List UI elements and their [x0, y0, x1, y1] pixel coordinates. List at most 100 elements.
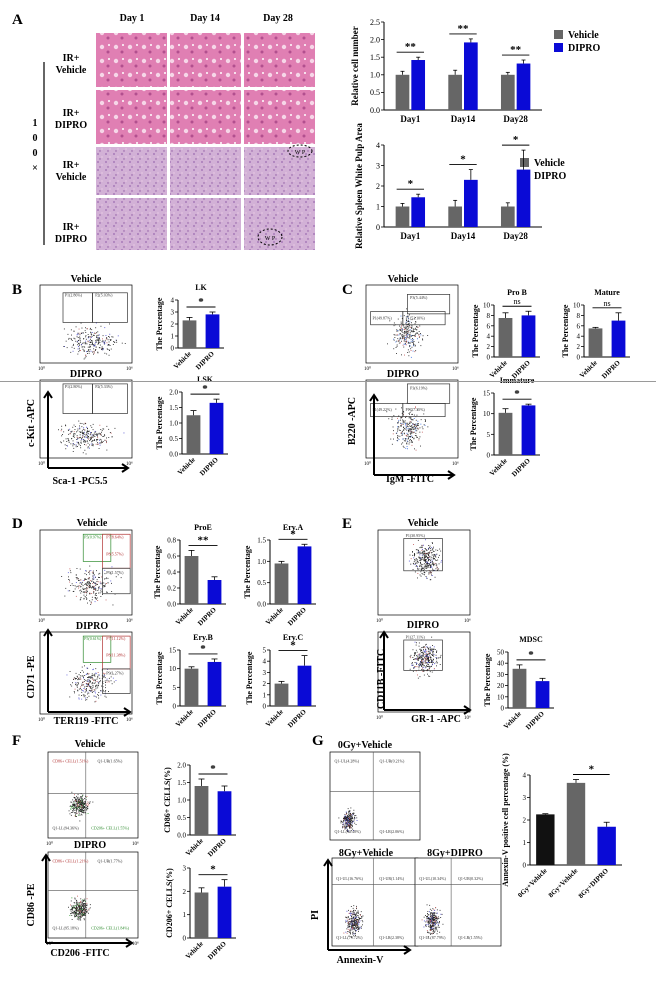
flow-axis-tick: 10⁶	[126, 461, 133, 467]
flow-event-dot	[108, 437, 110, 438]
flow-gate-label: Q1-UR(1.65%)	[98, 758, 123, 763]
flow-event-dot	[349, 817, 351, 819]
flow-event-dot	[408, 430, 410, 432]
flow-event-dot	[401, 328, 403, 330]
flow-event-dot	[88, 572, 90, 573]
flow-event-dot	[71, 907, 73, 909]
flow-event-dot	[406, 336, 408, 338]
flow-event-dot	[410, 558, 412, 560]
flow-event-dot	[417, 659, 419, 660]
flow-event-dot	[73, 679, 74, 680]
flow-event-dot	[414, 448, 415, 450]
flow-event-dot	[434, 931, 436, 933]
flow-event-dot	[114, 427, 116, 429]
flow-event-dot	[72, 445, 74, 447]
flow-event-dot	[411, 429, 413, 431]
flow-event-dot	[70, 808, 72, 810]
flow-event-dot	[414, 653, 416, 655]
flow-event-dot	[427, 556, 428, 558]
flow-event-dot	[76, 568, 78, 569]
row-label-1a: IR+	[63, 53, 80, 64]
x-tick-label: Vehicle	[264, 708, 285, 729]
bar	[512, 668, 527, 708]
flow-axis-tick: 10⁶	[132, 841, 139, 847]
flow-event-dot	[71, 905, 72, 907]
flow-event-dot	[419, 662, 421, 664]
flow-event-dot	[90, 336, 91, 338]
flow-event-dot	[353, 933, 355, 935]
flow-event-dot	[431, 928, 433, 930]
y-axis-label: The Percentage	[153, 545, 162, 598]
flow-event-dot	[397, 428, 398, 430]
flow-event-dot	[420, 565, 422, 567]
flow-event-dot	[342, 823, 344, 825]
flow-event-dot	[102, 594, 103, 595]
flow-event-dot	[352, 926, 354, 928]
x-tick-label: DIPRO	[194, 349, 216, 371]
flow-event-dot	[428, 917, 429, 918]
flow-event-dot	[355, 928, 357, 929]
flow-event-dot	[432, 650, 434, 652]
flow-event-dot	[437, 569, 438, 571]
x-tick-label: Vehicle	[502, 710, 523, 731]
flow-event-dot	[69, 671, 71, 672]
x-tick-label: DIPRO	[286, 605, 308, 627]
flow-event-dot	[84, 342, 86, 344]
flow-event-dot	[353, 923, 355, 925]
flow-event-dot	[399, 337, 401, 339]
flow-event-dot	[434, 663, 435, 665]
flow-event-dot	[94, 695, 96, 697]
flow-event-dot	[422, 573, 424, 575]
flow-event-dot	[419, 551, 421, 553]
flow-event-dot	[356, 925, 358, 927]
flow-event-dot	[96, 684, 98, 686]
flow-event-dot	[90, 676, 92, 678]
flow-event-dot	[98, 683, 100, 685]
flow-event-dot	[94, 350, 96, 351]
flow-event-dot	[103, 342, 105, 344]
flow-event-dot	[426, 655, 428, 656]
flow-title-f-bottom: DIPRO	[74, 840, 106, 851]
flow-event-dot	[411, 663, 413, 664]
bar	[611, 320, 626, 357]
flow-event-dot	[112, 677, 114, 679]
flow-event-dot	[349, 813, 351, 814]
flow-event-dot	[412, 328, 414, 330]
flow-event-dot	[406, 440, 408, 442]
flow-event-dot	[347, 919, 349, 921]
flow-event-dot	[400, 425, 402, 427]
flow-event-dot	[77, 802, 79, 804]
flow-event-dot	[77, 578, 79, 580]
y-tick-label: 0	[376, 223, 380, 232]
flow-event-dot	[81, 666, 83, 668]
flow-event-dot	[404, 331, 405, 332]
flow-event-dot	[80, 911, 81, 913]
x-tick-label: Day28	[503, 231, 528, 241]
flow-event-dot	[427, 913, 428, 915]
flow-event-dot	[429, 929, 431, 931]
flow-event-dot	[99, 582, 101, 584]
flow-event-dot	[73, 801, 75, 803]
flow-xlabel-c: IgM -FITC	[386, 474, 434, 485]
flow-event-dot	[345, 916, 347, 918]
flow-event-dot	[433, 564, 435, 566]
flow-event-dot	[432, 917, 433, 919]
flow-event-dot	[424, 665, 425, 667]
flow-event-dot	[434, 920, 436, 922]
flow-event-dot	[79, 343, 80, 345]
flow-event-dot	[414, 334, 416, 336]
flow-event-dot	[68, 433, 70, 435]
flow-event-dot	[355, 922, 356, 924]
flow-event-dot	[355, 921, 357, 923]
bar-dipro	[516, 169, 531, 227]
flow-event-dot	[81, 913, 83, 915]
flow-event-dot	[91, 689, 93, 691]
flow-event-dot	[73, 912, 74, 914]
flow-event-dot	[417, 424, 419, 426]
flow-event-dot	[80, 350, 81, 351]
flow-event-dot	[431, 648, 433, 650]
flow-event-dot	[359, 917, 361, 919]
flow-event-dot	[346, 917, 348, 919]
flow-event-dot	[80, 592, 82, 594]
flow-event-dot	[76, 807, 78, 809]
